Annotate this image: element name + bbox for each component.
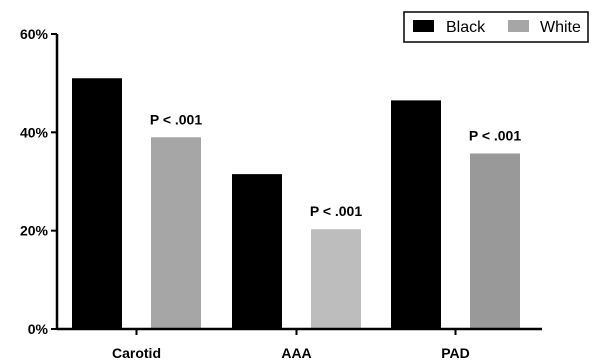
y-tick-label-20: 20% bbox=[20, 223, 49, 239]
bar-black-pad bbox=[391, 100, 441, 329]
bar-black-aaa bbox=[232, 174, 282, 329]
legend-swatch-white bbox=[508, 20, 529, 32]
x-tick-label-aaa: AAA bbox=[281, 345, 311, 361]
legend-swatch-black bbox=[413, 20, 434, 32]
y-tick-label-40: 40% bbox=[20, 124, 49, 140]
legend-box bbox=[403, 11, 589, 43]
bar-white-carotid bbox=[151, 137, 201, 329]
plot-area: P < .001 Carotid P < .001 AAA P < .001 PAD 0% 2… bbox=[20, 26, 542, 361]
bar-black-carotid bbox=[72, 78, 122, 329]
legend: Black White bbox=[403, 11, 589, 43]
pvalue-annotation-aaa: P < .001 bbox=[310, 203, 363, 219]
pvalue-annotation-carotid: P < .001 bbox=[150, 111, 203, 127]
y-tick-label-60: 60% bbox=[20, 26, 49, 42]
bar-white-aaa bbox=[311, 229, 361, 329]
legend-label-black: Black bbox=[446, 19, 486, 36]
legend-label-white: White bbox=[540, 19, 581, 36]
bar-white-pad bbox=[470, 153, 520, 329]
pvalue-annotation-pad: P < .001 bbox=[469, 127, 522, 143]
x-tick-label-carotid: Carotid bbox=[112, 345, 161, 361]
x-tick-label-pad: PAD bbox=[441, 345, 470, 361]
y-tick-label-0: 0% bbox=[28, 321, 49, 337]
